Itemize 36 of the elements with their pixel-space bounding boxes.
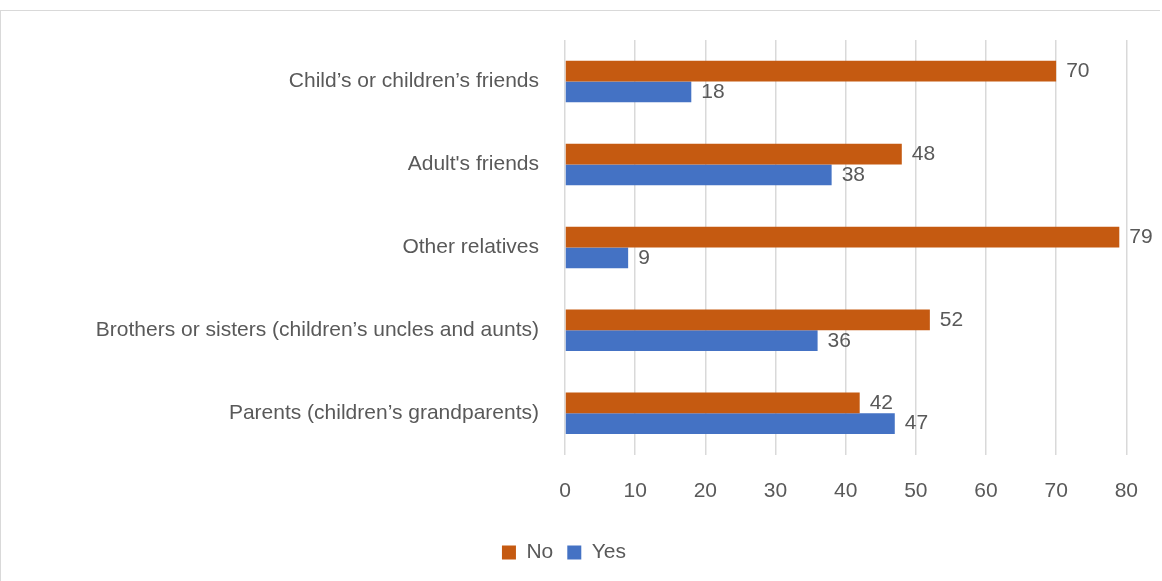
data-label: 48 (911, 140, 936, 164)
data-label: 42 (869, 389, 894, 413)
data-label: 18 (701, 78, 725, 102)
data-label: 79 (1129, 223, 1153, 247)
data-label: 38 (841, 161, 865, 185)
x-tick-label: 10 (623, 478, 647, 502)
x-tick-label: 50 (904, 478, 928, 502)
x-tick-label: 0 (559, 478, 571, 502)
bar (565, 413, 895, 435)
bar (565, 226, 1120, 248)
bar (565, 247, 629, 269)
bar (565, 60, 1057, 82)
y-tick-label: Brothers or sisters (children’s uncles and aunts) (95, 317, 539, 341)
x-tick-label: 20 (693, 478, 718, 502)
bar (565, 81, 692, 103)
bar (565, 309, 930, 331)
x-tick-label: 60 (974, 478, 998, 502)
legend-label: Yes (591, 539, 627, 563)
x-tick-label: 40 (833, 478, 858, 502)
y-tick-label: Adult's friends (407, 151, 539, 175)
x-tick-label: 70 (1044, 478, 1068, 502)
bar (565, 330, 818, 352)
y-tick-label: Child’s or children’s friends (288, 68, 539, 92)
data-label: 9 (638, 244, 650, 268)
data-label: 36 (827, 327, 851, 351)
data-label: 52 (939, 306, 964, 330)
bar (565, 143, 902, 165)
x-tick-label: 30 (763, 478, 788, 502)
x-tick-label: 80 (1114, 478, 1138, 502)
data-label: 70 (1066, 57, 1090, 81)
bar (565, 164, 832, 186)
y-tick-label: Other relatives (402, 234, 539, 258)
data-label: 47 (904, 410, 929, 434)
legend-label: No (526, 539, 554, 563)
y-tick-label: Parents (children’s grandparents) (228, 400, 539, 424)
bar (565, 392, 860, 414)
